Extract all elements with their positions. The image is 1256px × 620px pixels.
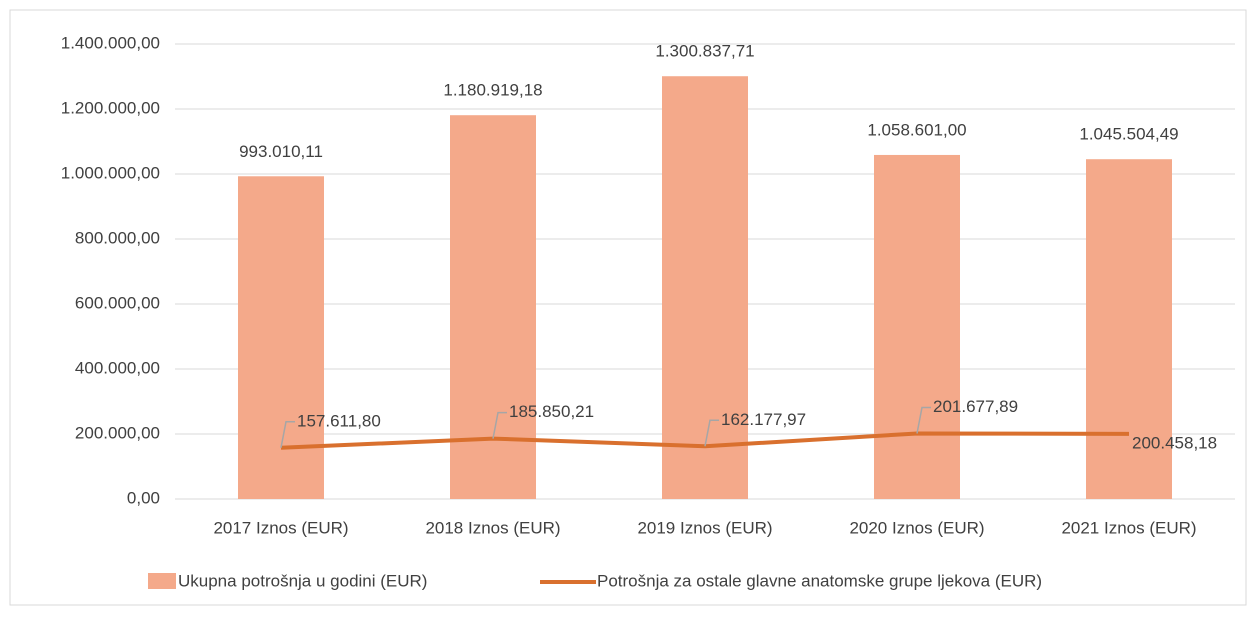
y-tick-label: 400.000,00 <box>75 358 160 377</box>
bar-value-label: 1.058.601,00 <box>867 120 966 139</box>
line-value-label: 200.458,18 <box>1132 433 1217 452</box>
bar <box>874 154 960 499</box>
bar-value-label: 1.300.837,71 <box>655 42 754 61</box>
line-value-label: 162.177,97 <box>721 410 806 429</box>
bar-value-label: 1.045.504,49 <box>1079 125 1178 144</box>
chart-border <box>9 9 1247 606</box>
y-tick-label: 800.000,00 <box>75 228 160 247</box>
y-tick-label: 1.200.000,00 <box>61 98 160 117</box>
x-tick-label: 2017 Iznos (EUR) <box>213 518 348 537</box>
y-tick-label: 1.400.000,00 <box>61 33 160 52</box>
x-tick-label: 2019 Iznos (EUR) <box>637 518 772 537</box>
x-tick-label: 2020 Iznos (EUR) <box>849 518 984 537</box>
legend-label: Potrošnja za ostale glavne anatomske gru… <box>597 571 1042 590</box>
y-tick-label: 1.000.000,00 <box>61 163 160 182</box>
y-tick-label: 600.000,00 <box>75 293 160 312</box>
x-tick-label: 2018 Iznos (EUR) <box>425 518 560 537</box>
y-tick-label: 200.000,00 <box>75 423 160 442</box>
line-value-label: 157.611,80 <box>297 411 381 430</box>
legend-label: Ukupna potrošnja u godini (EUR) <box>178 571 427 590</box>
leader-line <box>916 406 931 434</box>
leader-line <box>492 411 507 439</box>
line-value-label: 185.850,21 <box>509 402 594 421</box>
leader-line <box>704 419 719 447</box>
y-tick-label: 0,00 <box>127 488 160 507</box>
bar-value-label: 993.010,11 <box>239 142 323 161</box>
bar <box>662 76 748 499</box>
bar <box>238 176 324 499</box>
line-value-label: 201.677,89 <box>933 397 1018 416</box>
bar-value-label: 1.180.919,18 <box>443 81 542 100</box>
leader-line <box>280 421 295 448</box>
bar <box>1086 159 1172 499</box>
legend-swatch <box>148 573 176 589</box>
x-tick-label: 2021 Iznos (EUR) <box>1061 518 1196 537</box>
